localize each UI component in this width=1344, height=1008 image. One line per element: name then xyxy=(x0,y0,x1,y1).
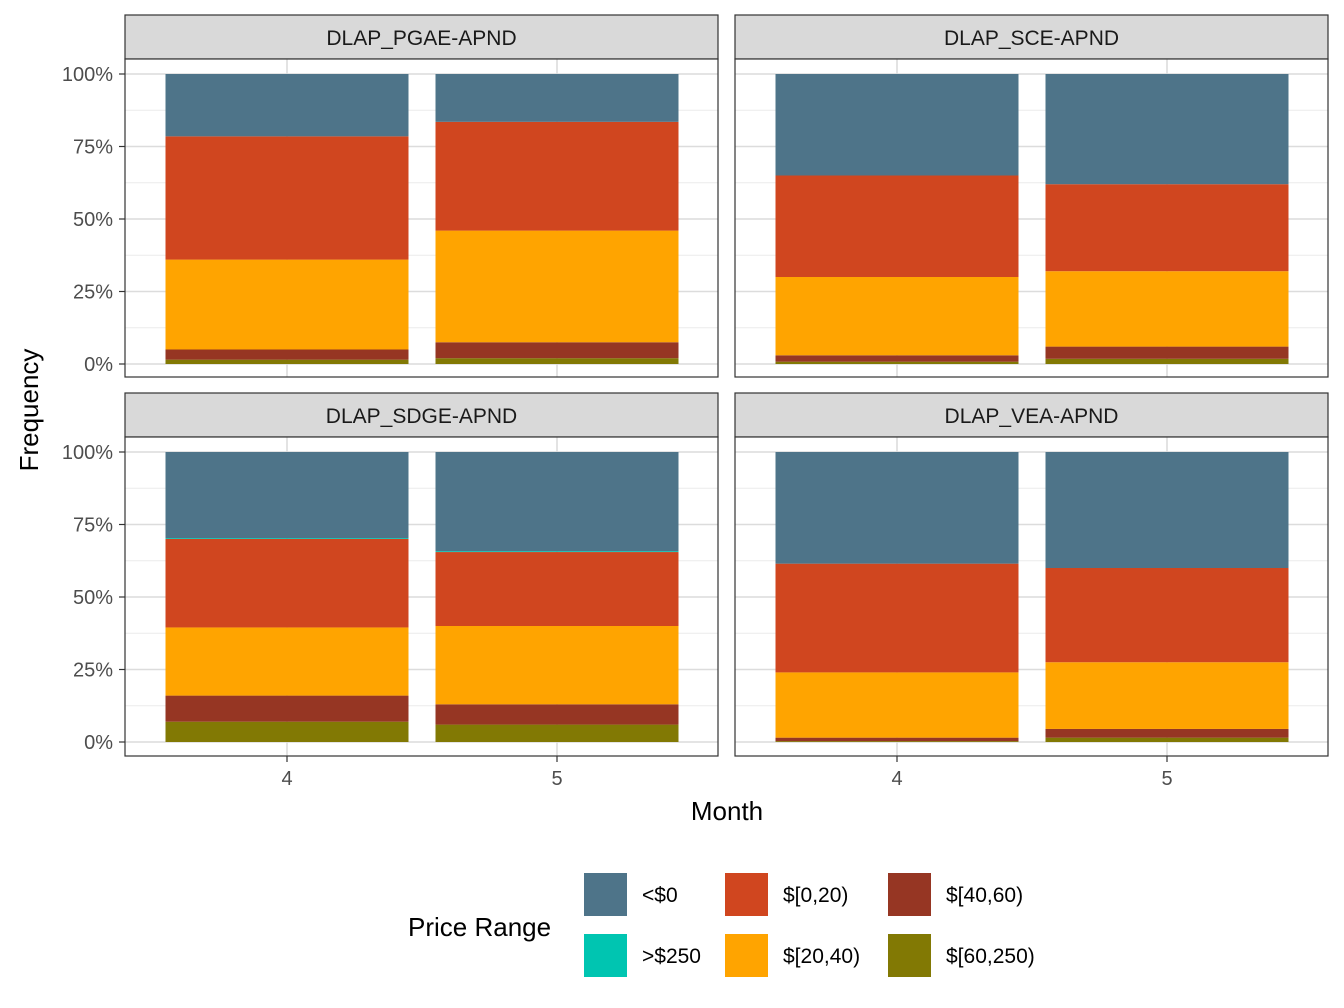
bar-segment xyxy=(1045,568,1289,663)
bar-segment xyxy=(775,74,1019,176)
legend-entry: $[0,20) xyxy=(725,873,848,916)
bar-segment xyxy=(165,538,409,539)
legend-label: <$0 xyxy=(642,884,678,907)
bar-segment xyxy=(165,349,409,360)
panel-border xyxy=(124,58,719,378)
bar-segment xyxy=(435,452,679,552)
y-tick-label: 0% xyxy=(84,732,113,754)
bar-segment xyxy=(1045,271,1289,347)
bar-segment xyxy=(435,551,679,553)
bar-segment xyxy=(435,358,679,364)
bar-segment xyxy=(775,452,1019,564)
bar-segment xyxy=(165,259,409,350)
bar-segment xyxy=(165,695,409,722)
bar-segment xyxy=(435,74,679,122)
legend-swatch xyxy=(584,873,627,916)
legend-swatch xyxy=(584,934,627,977)
y-axis-title: Frequency xyxy=(14,349,44,472)
facet-strip xyxy=(734,392,1329,438)
bar-segment xyxy=(165,136,409,260)
legend-swatch xyxy=(888,873,931,916)
x-tick-label: 4 xyxy=(281,768,292,790)
y-tick-label: 75% xyxy=(73,515,113,537)
panel-border xyxy=(734,436,1329,757)
bar-segment xyxy=(1045,358,1289,364)
x-tick-label: 5 xyxy=(551,768,562,790)
y-tick-label: 100% xyxy=(62,64,113,86)
bar-segment xyxy=(1045,728,1289,738)
bar-segment xyxy=(165,627,409,696)
legend-entry: $[20,40) xyxy=(725,934,860,977)
facet-panel: DLAP_VEA-APND 4 5 xyxy=(734,392,1329,790)
y-tick-label: 50% xyxy=(73,587,113,609)
legend-entry: >$250 xyxy=(584,934,701,977)
facet-panel: DLAP_SCE-APND xyxy=(734,14,1329,378)
legend-entry: $[40,60) xyxy=(888,873,1023,916)
legend-label: $[20,40) xyxy=(783,945,860,968)
bar-segment xyxy=(435,342,679,359)
x-tick-label: 4 xyxy=(891,768,902,790)
bar-segment xyxy=(435,230,679,343)
bar-segment xyxy=(775,737,1019,742)
facet-strip xyxy=(124,392,719,438)
legend-entries: <$0 $[0,20) $[40,60) >$250 $[20,40) $[60,250) xyxy=(584,873,1035,977)
facet-title: DLAP_VEA-APND xyxy=(945,405,1119,428)
y-tick-label: 100% xyxy=(62,442,113,464)
facet-title: DLAP_SDGE-APND xyxy=(326,405,517,428)
bar-segment xyxy=(775,355,1019,362)
bar-segment xyxy=(1045,346,1289,359)
facet-title: DLAP_SCE-APND xyxy=(944,27,1119,50)
legend-title: Price Range xyxy=(408,912,551,942)
y-tick-label: 25% xyxy=(73,660,113,682)
panel-border xyxy=(734,58,1329,378)
facet-panel: DLAP_PGAE-APND 0% 25% 50% 75% 100% xyxy=(62,14,719,378)
bar-segment xyxy=(165,539,409,628)
bar-segment xyxy=(435,121,679,231)
y-tick-label: 0% xyxy=(84,354,113,376)
legend-label: $[0,20) xyxy=(783,884,848,907)
bar-segment xyxy=(435,552,679,626)
legend: Price Range <$0 $[0,20) $[40,60) >$250 $[20,… xyxy=(408,873,1035,977)
legend-entry: $[60,250) xyxy=(888,934,1035,977)
bar-segment xyxy=(435,724,679,742)
legend-label: $[40,60) xyxy=(946,884,1023,907)
legend-swatch xyxy=(888,934,931,977)
bar-segment xyxy=(1045,662,1289,729)
y-tick-label: 25% xyxy=(73,282,113,304)
bar-segment xyxy=(775,563,1019,673)
bar-segment xyxy=(1045,184,1289,272)
legend-swatch xyxy=(725,934,768,977)
bar-segment xyxy=(435,626,679,705)
bar-segment xyxy=(165,359,409,364)
bar-segment xyxy=(165,452,409,539)
bar-segment xyxy=(1045,452,1289,568)
bar-segment xyxy=(1045,74,1289,185)
facet-title: DLAP_PGAE-APND xyxy=(326,27,516,50)
legend-swatch xyxy=(725,873,768,916)
facet-panel: DLAP_SDGE-APND 0% 25% 50% 75% 100% 4 5 xyxy=(62,392,719,790)
bar-segment xyxy=(775,361,1019,364)
bar-segment xyxy=(165,721,409,742)
y-tick-label: 75% xyxy=(73,137,113,159)
legend-entry: <$0 xyxy=(584,873,678,916)
facet-strip xyxy=(124,14,719,60)
bar-segment xyxy=(435,704,679,725)
x-tick-label: 5 xyxy=(1161,768,1172,790)
bar-segment xyxy=(165,74,409,137)
legend-label: $[60,250) xyxy=(946,945,1035,968)
facet-panels: DLAP_PGAE-APND0%25%50%75%100%DLAP_SCE-AP… xyxy=(62,14,1329,790)
y-tick-label: 50% xyxy=(73,209,113,231)
bar-segment xyxy=(775,741,1019,742)
bar-segment xyxy=(1045,737,1289,742)
x-axis-title: Month xyxy=(691,796,763,826)
bar-segment xyxy=(775,175,1019,277)
bar-segment xyxy=(775,277,1019,356)
bar-segment xyxy=(775,672,1019,738)
legend-label: >$250 xyxy=(642,945,701,968)
